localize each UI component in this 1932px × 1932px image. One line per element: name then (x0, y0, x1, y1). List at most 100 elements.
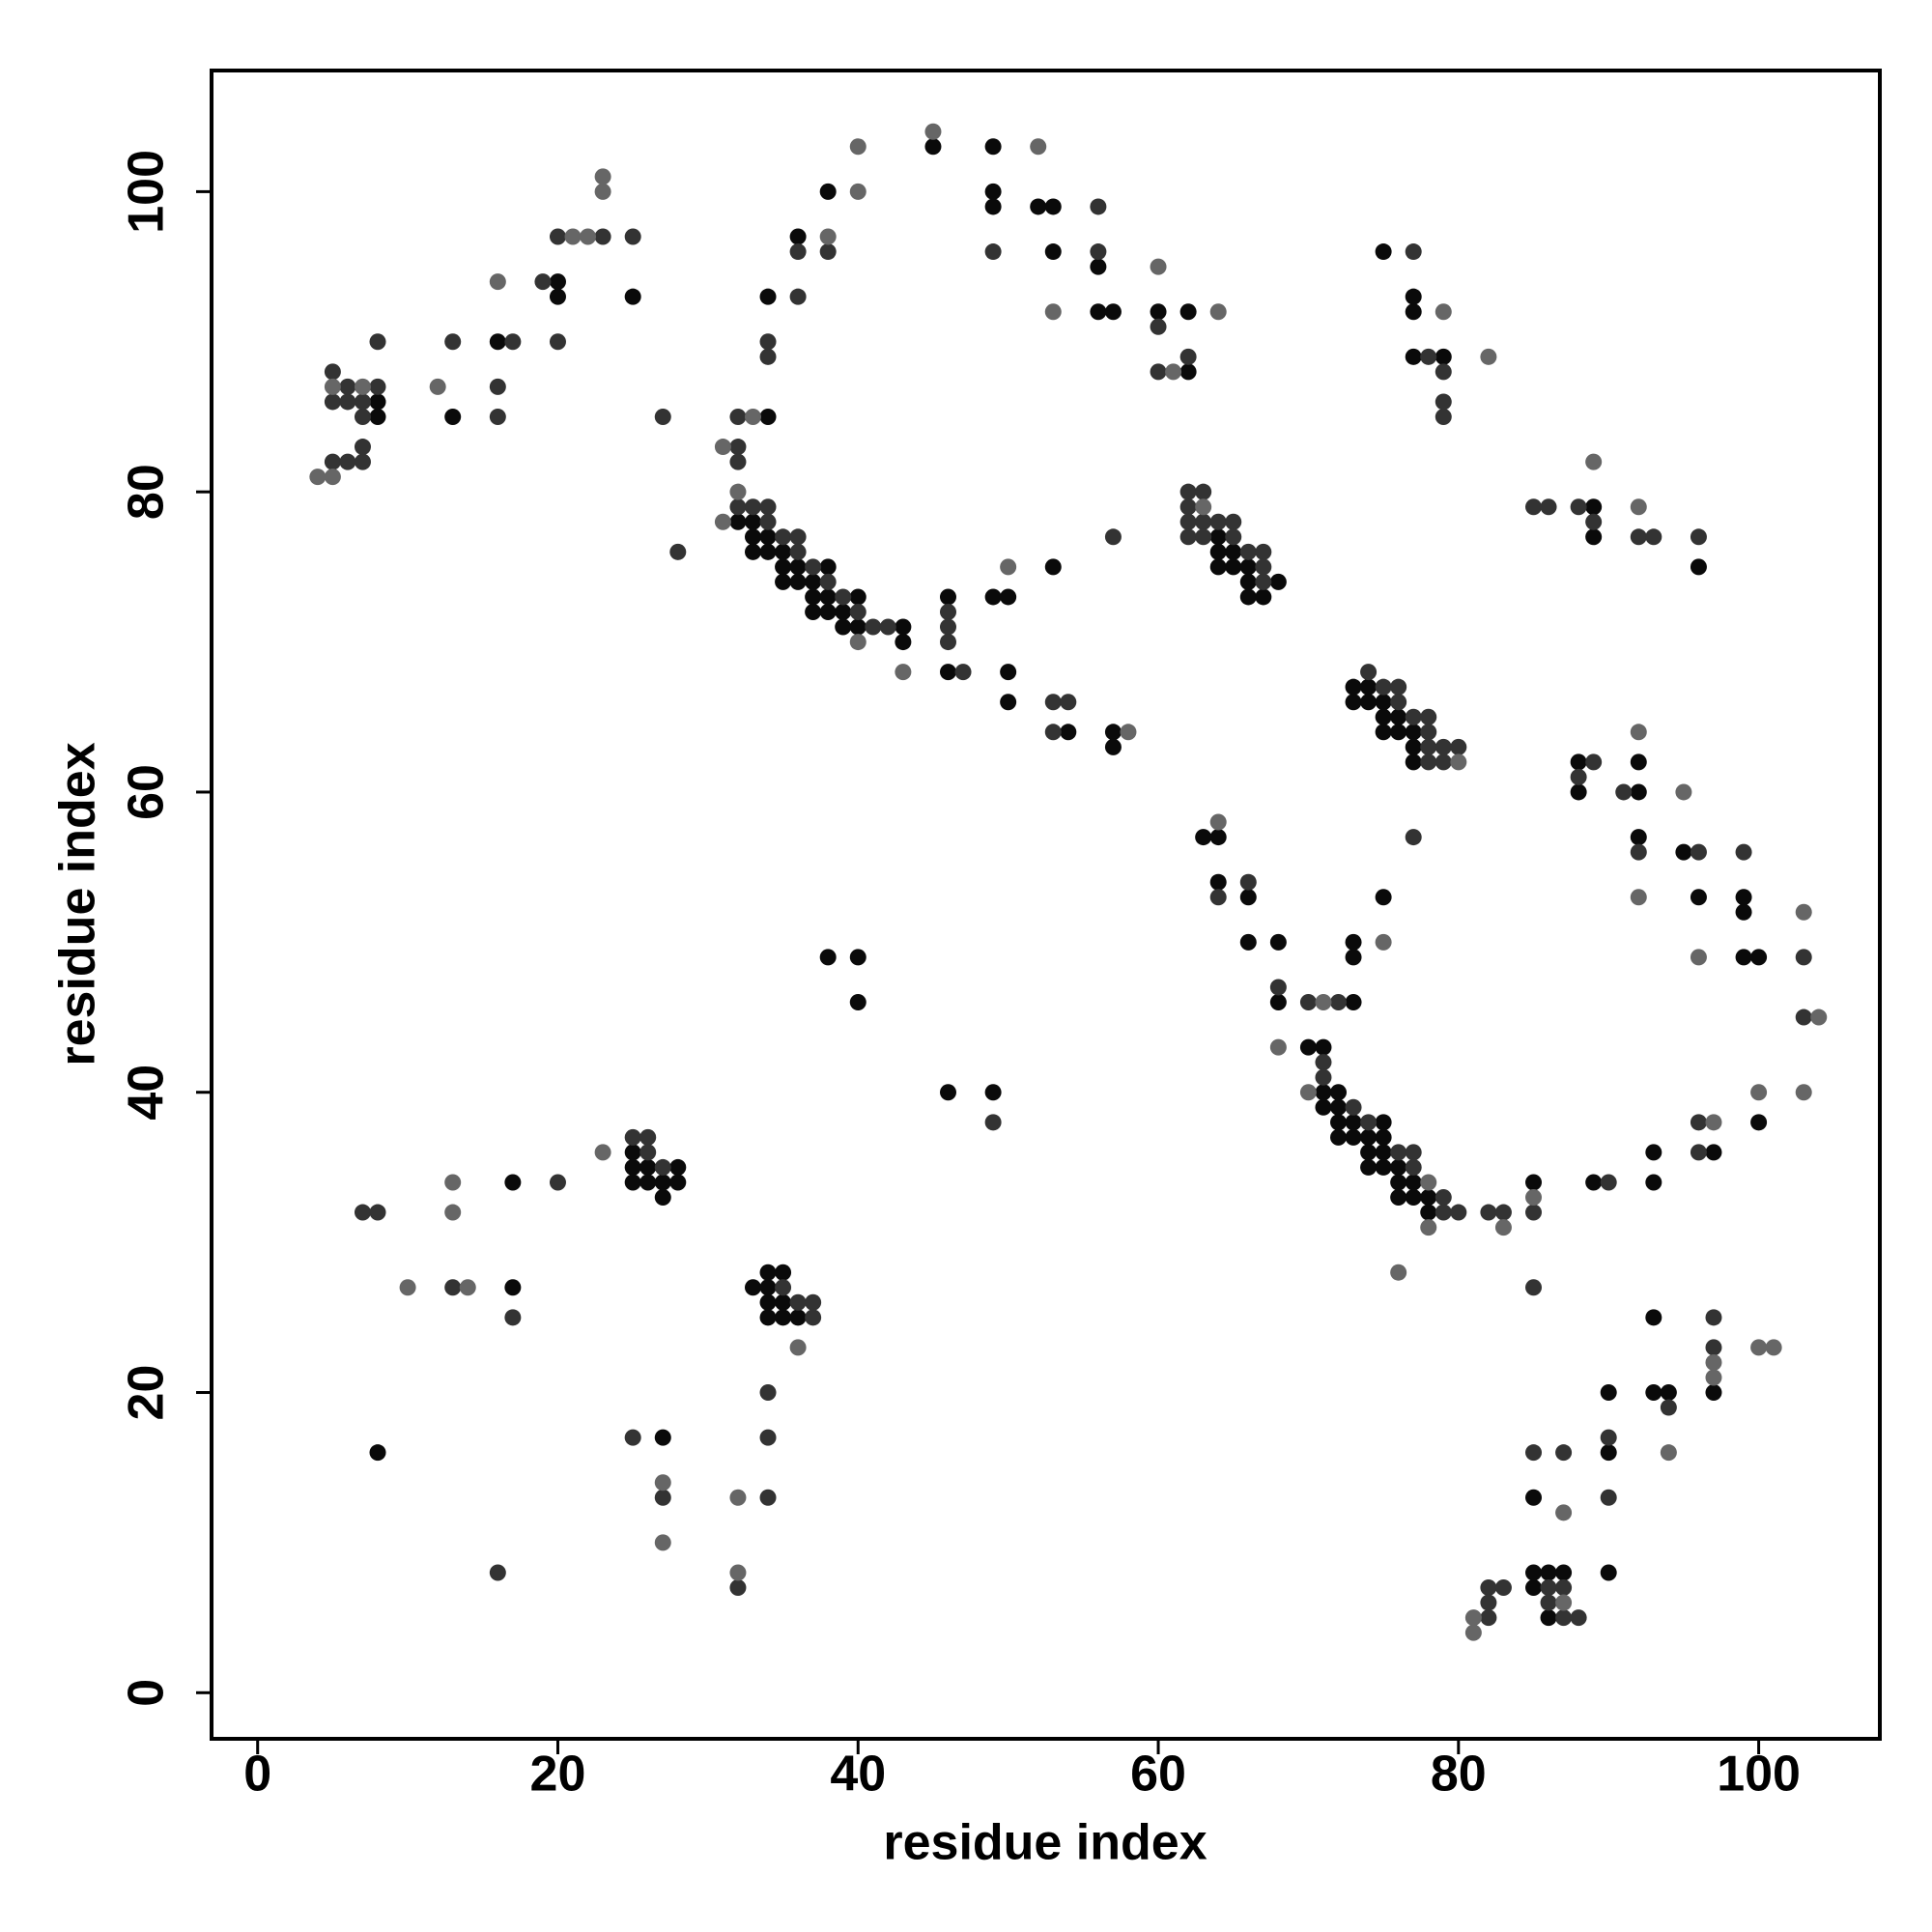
x-axis-label: residue index (883, 1815, 1207, 1871)
point (369, 378, 386, 395)
point (1405, 1174, 1422, 1191)
point (849, 634, 867, 651)
point (1480, 1204, 1497, 1221)
point (504, 333, 522, 351)
point (1390, 1144, 1407, 1161)
point (1435, 393, 1452, 411)
point (1209, 558, 1227, 576)
x-tick-label: 20 (530, 1747, 586, 1803)
point (1645, 1144, 1662, 1161)
point (444, 1279, 462, 1296)
point (1345, 949, 1362, 966)
point (805, 1293, 822, 1311)
point (1390, 1158, 1407, 1176)
point (1000, 558, 1017, 576)
point (849, 603, 867, 620)
point (759, 543, 777, 560)
point (1690, 889, 1707, 906)
point (1405, 708, 1422, 725)
point (1299, 1038, 1317, 1056)
point (354, 393, 371, 411)
point (1660, 1384, 1677, 1402)
point (1405, 243, 1422, 261)
point (1150, 363, 1167, 381)
point (744, 513, 761, 530)
point (1315, 1068, 1332, 1086)
point (759, 513, 777, 530)
point (1750, 1084, 1768, 1101)
point (1375, 678, 1392, 696)
point (1405, 738, 1422, 755)
point (1390, 1189, 1407, 1207)
point (564, 228, 582, 245)
point (1645, 528, 1662, 546)
point (1540, 1579, 1557, 1597)
point (729, 439, 747, 456)
point (1480, 1609, 1497, 1627)
point (805, 573, 822, 590)
point (1630, 783, 1647, 801)
point (1690, 528, 1707, 546)
point (819, 573, 837, 590)
point (654, 1158, 671, 1176)
point (1585, 1174, 1603, 1191)
point (1104, 528, 1122, 546)
point (489, 1564, 506, 1581)
point (1615, 783, 1633, 801)
point (759, 348, 777, 365)
point (1000, 588, 1017, 606)
point (1375, 1114, 1392, 1131)
point (1690, 949, 1707, 966)
point (339, 453, 356, 470)
point (1525, 1189, 1543, 1207)
y-tick-label: 100 (119, 150, 175, 234)
point (1044, 558, 1062, 576)
point (895, 664, 912, 681)
point (835, 588, 852, 606)
point (789, 288, 807, 305)
point (759, 333, 777, 351)
point (1464, 1609, 1482, 1627)
point (759, 1489, 777, 1506)
point (549, 333, 566, 351)
point (1585, 753, 1603, 771)
point (354, 1204, 371, 1221)
point (1150, 318, 1167, 335)
x-tick-label: 100 (1717, 1747, 1801, 1803)
point (1570, 768, 1587, 785)
y-tick-label: 0 (119, 1679, 175, 1707)
point (1555, 1594, 1573, 1611)
point (1435, 738, 1452, 755)
point (1000, 664, 1017, 681)
point (759, 408, 777, 425)
point (1390, 678, 1407, 696)
point (1690, 1114, 1707, 1131)
point (1435, 348, 1452, 365)
point (1750, 1339, 1768, 1356)
point (654, 1429, 671, 1446)
point (1675, 843, 1692, 861)
point (1179, 483, 1197, 500)
point (835, 603, 852, 620)
point (309, 469, 327, 486)
point (594, 168, 611, 185)
point (534, 273, 552, 291)
point (549, 288, 566, 305)
point (1494, 1579, 1512, 1597)
point (1405, 724, 1422, 741)
point (1315, 994, 1332, 1011)
point (744, 528, 761, 546)
point (1239, 573, 1257, 590)
point (1060, 724, 1077, 741)
point (1705, 1384, 1722, 1402)
point (1179, 363, 1197, 381)
point (1239, 558, 1257, 576)
point (444, 1174, 462, 1191)
point (1345, 1128, 1362, 1146)
point (1090, 198, 1107, 215)
point (1420, 738, 1437, 755)
point (1645, 1384, 1662, 1402)
point (1450, 738, 1467, 755)
point (1330, 994, 1348, 1011)
point (759, 288, 777, 305)
